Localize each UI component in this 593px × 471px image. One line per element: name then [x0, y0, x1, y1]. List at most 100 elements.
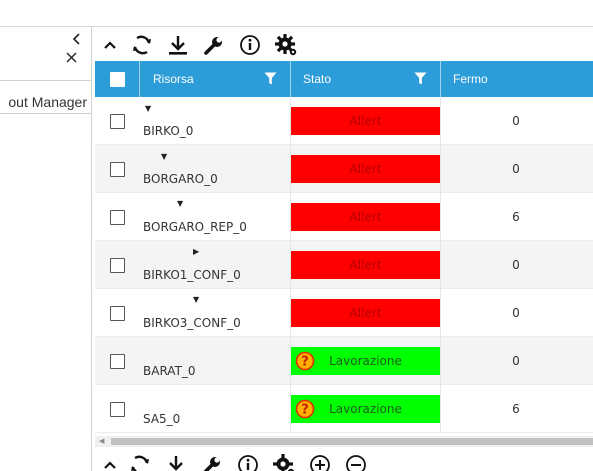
refresh-icon[interactable]: [129, 32, 155, 58]
cell-separator: [440, 193, 441, 241]
status-text: Allert: [349, 162, 382, 176]
row-checkbox[interactable]: [110, 114, 125, 129]
resource-name: BORGARO_REP_0: [143, 220, 247, 234]
horizontal-scrollbar[interactable]: ◀: [95, 436, 593, 447]
tree-toggle-arrow[interactable]: ▶: [193, 247, 200, 256]
wrench-icon[interactable]: [199, 452, 225, 471]
status-badge: Allert: [291, 299, 440, 327]
cell-separator: [440, 385, 441, 433]
column-separator: [139, 61, 140, 97]
fermo-value: 0: [512, 354, 520, 368]
zoom-out-icon[interactable]: [343, 452, 369, 471]
tree-toggle-arrow[interactable]: ▼: [161, 152, 168, 161]
status-text: Allert: [349, 258, 382, 272]
fermo-value: 0: [512, 114, 520, 128]
bottom-toolbar: [97, 452, 369, 471]
column-header-fermo[interactable]: Fermo: [453, 72, 488, 86]
left-divider: [0, 113, 92, 114]
left-panel: out Manager: [0, 27, 92, 471]
resource-name: BIRKO1_CONF_0: [143, 268, 241, 282]
download-icon[interactable]: [165, 32, 191, 58]
layout-manager-item[interactable]: out Manager: [8, 94, 87, 110]
tree-toggle-arrow[interactable]: ▼: [177, 199, 184, 208]
settings-gear-icon[interactable]: [271, 452, 297, 471]
resource-name: BIRKO3_CONF_0: [143, 316, 241, 330]
chevron-left-icon[interactable]: [70, 33, 84, 47]
resource-name: BARAT_0: [143, 364, 196, 378]
status-text: Allert: [349, 114, 382, 128]
info-icon[interactable]: [237, 32, 263, 58]
column-separator: [440, 61, 441, 97]
row-checkbox[interactable]: [110, 402, 125, 417]
scrollbar-thumb[interactable]: [111, 438, 593, 445]
cell-separator: [290, 145, 291, 193]
scroll-left-arrow-icon[interactable]: ◀: [99, 437, 105, 445]
row-checkbox[interactable]: [110, 162, 125, 177]
chevron-up-icon[interactable]: [97, 32, 123, 58]
cell-separator: [440, 289, 441, 337]
chevron-up-icon[interactable]: [97, 452, 123, 471]
tree-toggle-arrow[interactable]: ▼: [145, 104, 152, 113]
fermo-value: 0: [512, 306, 520, 320]
download-icon[interactable]: [163, 452, 189, 471]
fermo-value: 6: [512, 210, 520, 224]
status-text: Allert: [349, 306, 382, 320]
resource-grid: Risorsa Stato Fermo ▼ BIRKO_0 Allert 0: [95, 61, 593, 447]
cell-separator: [440, 337, 441, 385]
refresh-icon[interactable]: [127, 452, 153, 471]
table-row[interactable]: ▼ BORGARO_REP_0 Allert 6: [95, 193, 593, 241]
grid-header: Risorsa Stato Fermo: [95, 61, 593, 97]
resource-name: SA5_0: [143, 412, 181, 426]
column-header-risorsa[interactable]: Risorsa: [153, 72, 194, 86]
row-checkbox[interactable]: [110, 258, 125, 273]
status-badge: ? Lavorazione: [291, 347, 440, 375]
row-checkbox[interactable]: [110, 210, 125, 225]
table-row[interactable]: ▼ BIRKO3_CONF_0 Allert 0: [95, 289, 593, 337]
status-text: Lavorazione: [329, 402, 402, 416]
tree-toggle-arrow[interactable]: ▼: [193, 295, 200, 304]
cell-separator: [290, 97, 291, 145]
cell-separator: [290, 193, 291, 241]
column-header-stato[interactable]: Stato: [303, 72, 332, 86]
grid-body: ▼ BIRKO_0 Allert 0 ▼ BORGARO_0 Allert 0: [95, 97, 593, 433]
row-checkbox[interactable]: [110, 306, 125, 321]
table-row[interactable]: SA5_0 ? Lavorazione 6: [95, 385, 593, 433]
close-icon[interactable]: [64, 52, 78, 66]
status-badge: Allert: [291, 107, 440, 135]
status-badge: Allert: [291, 203, 440, 231]
zoom-in-icon[interactable]: [307, 452, 333, 471]
select-all-checkbox[interactable]: [110, 72, 125, 87]
cell-separator: [440, 241, 441, 289]
question-icon: ?: [295, 399, 315, 429]
status-text: Allert: [349, 210, 382, 224]
table-row[interactable]: ▶ BIRKO1_CONF_0 Allert 0: [95, 241, 593, 289]
resource-name: BORGARO_0: [143, 172, 218, 186]
cell-separator: [440, 97, 441, 145]
wrench-icon[interactable]: [201, 32, 227, 58]
table-row[interactable]: ▼ BIRKO_0 Allert 0: [95, 97, 593, 145]
table-row[interactable]: BARAT_0 ? Lavorazione 0: [95, 337, 593, 385]
filter-icon[interactable]: [264, 72, 277, 88]
fermo-value: 0: [512, 162, 520, 176]
cell-separator: [290, 385, 291, 433]
grid-toolbar: [97, 32, 299, 58]
settings-gear-icon[interactable]: [273, 32, 299, 58]
row-checkbox[interactable]: [110, 354, 125, 369]
left-divider: [0, 80, 92, 81]
status-badge: ? Lavorazione: [291, 395, 440, 423]
column-separator: [290, 61, 291, 97]
fermo-value: 0: [512, 258, 520, 272]
svg-text:?: ?: [301, 403, 309, 418]
question-icon: ?: [295, 351, 315, 381]
resource-name: BIRKO_0: [143, 124, 194, 138]
status-text: Lavorazione: [329, 354, 402, 368]
cell-separator: [290, 241, 291, 289]
status-badge: Allert: [291, 155, 440, 183]
svg-text:?: ?: [301, 355, 309, 370]
table-row[interactable]: ▼ BORGARO_0 Allert 0: [95, 145, 593, 193]
cell-separator: [290, 289, 291, 337]
cell-separator: [440, 145, 441, 193]
info-icon[interactable]: [235, 452, 261, 471]
filter-icon[interactable]: [414, 72, 427, 88]
